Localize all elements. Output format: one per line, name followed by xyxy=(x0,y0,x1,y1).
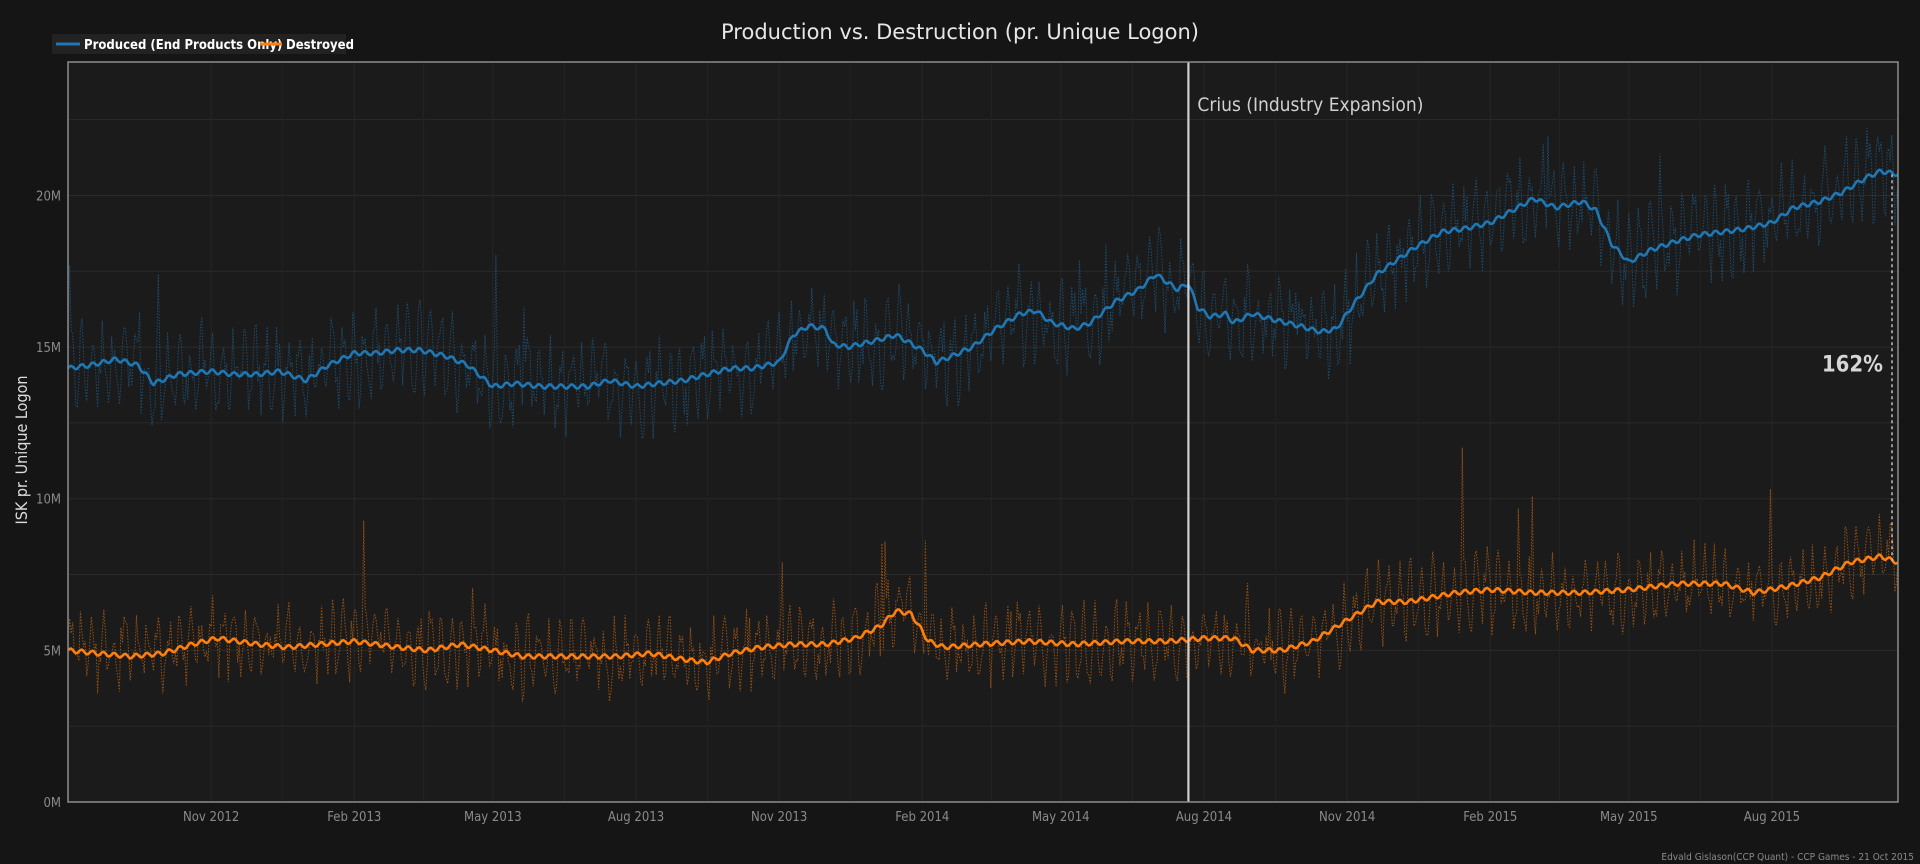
x-tick-label: Nov 2013 xyxy=(751,810,807,825)
release-label: Crius (Industry Expansion) xyxy=(1197,94,1423,116)
x-tick-label: Feb 2013 xyxy=(327,810,381,825)
y-tick-label: 5M xyxy=(43,644,61,659)
chart-title: Production vs. Destruction (pr. Unique L… xyxy=(721,20,1199,44)
legend: Produced (End Products Only) Destroyed xyxy=(52,34,354,54)
axes: 0M 5M 10M 15M 20M Nov 2012 Feb 2013 May 2013 Aug… xyxy=(36,189,1800,825)
annotations: Crius (Industry Expansion) 162% xyxy=(1187,62,1893,802)
x-tick-label: May 2015 xyxy=(1600,810,1658,825)
series-daily-destroyed xyxy=(67,447,1899,702)
series-daily-produced xyxy=(67,128,1899,441)
y-tick-label: 15M xyxy=(36,341,61,356)
x-tick-label: Aug 2014 xyxy=(1176,810,1232,825)
y-tick-label: 20M xyxy=(36,189,61,204)
x-tick-label: Aug 2013 xyxy=(608,810,664,825)
y-tick-label: 0M xyxy=(43,796,61,811)
series-lines xyxy=(67,168,1899,666)
daily-values xyxy=(67,128,1899,702)
legend-box xyxy=(52,34,346,54)
x-tick-label: Feb 2014 xyxy=(895,810,949,825)
x-tick-label: May 2013 xyxy=(464,810,522,825)
legend-label-destroyed: Destroyed xyxy=(286,38,354,53)
x-tick-label: Nov 2012 xyxy=(183,810,239,825)
ratio-label: 162% xyxy=(1822,352,1883,377)
x-tick-label: Feb 2015 xyxy=(1463,810,1517,825)
series-line-destroyed xyxy=(67,553,1899,666)
x-tick-label: Nov 2014 xyxy=(1319,810,1375,825)
y-axis-label: ISK pr. Unique Logon xyxy=(12,375,31,524)
footer-credit: Edvald Gislason(CCP Quant) - CCP Games -… xyxy=(1661,852,1914,863)
x-tick-label: May 2014 xyxy=(1032,810,1090,825)
y-tick-label: 10M xyxy=(36,493,61,508)
x-tick-label: Aug 2015 xyxy=(1744,810,1800,825)
plot-area xyxy=(68,62,1898,802)
legend-label-produced: Produced (End Products Only) xyxy=(84,38,282,53)
plot-frame xyxy=(67,61,1899,803)
series-line-produced xyxy=(67,168,1899,390)
